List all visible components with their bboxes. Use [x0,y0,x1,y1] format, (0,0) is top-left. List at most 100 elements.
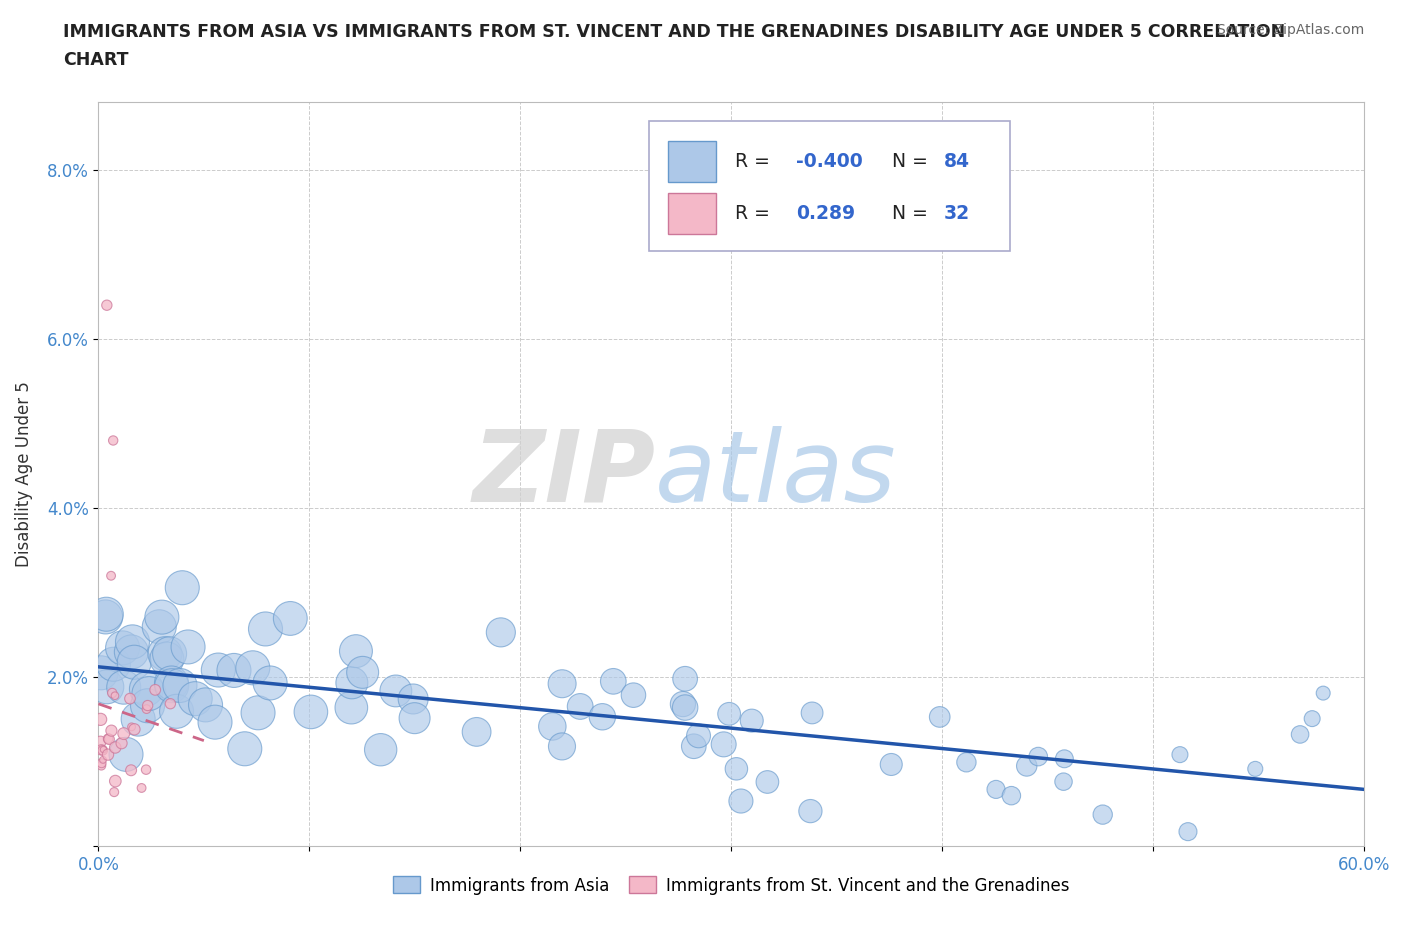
Point [172,580,194,595]
Point [169,678,191,693]
Text: 32: 32 [943,205,970,223]
Point [90,742,112,757]
Point [340,700,363,715]
Point [1053,751,1076,766]
Point [194,698,217,712]
Point [135,682,157,697]
Point [96,680,118,695]
Text: CHART: CHART [63,51,129,69]
Point [713,737,735,751]
Point [254,621,277,636]
Point [100,568,122,583]
Point [122,655,145,670]
Point [118,691,141,706]
Point [682,738,704,753]
FancyBboxPatch shape [668,141,716,182]
Point [135,701,157,716]
Point [955,755,977,770]
Point [725,762,748,777]
Point [673,700,696,715]
Point [204,715,226,730]
Point [98,732,121,747]
Point [120,644,142,659]
Point [741,713,763,728]
Point [90,712,112,727]
Point [90,756,112,771]
Point [103,657,125,671]
Point [110,736,132,751]
Point [166,704,188,719]
Text: -0.400: -0.400 [796,153,862,171]
Point [184,691,207,706]
Text: R =: R = [735,205,776,223]
Point [138,686,160,701]
Point [127,711,149,726]
Point [730,793,752,808]
Point [156,652,179,667]
Point [136,698,159,713]
Point [121,634,143,649]
Text: R =: R = [735,153,776,171]
Point [177,640,200,655]
Point [148,619,170,634]
Point [340,675,363,690]
Point [160,678,183,693]
Y-axis label: Disability Age Under 5: Disability Age Under 5 [15,381,32,567]
Point [143,683,166,698]
Point [259,675,281,690]
Point [97,747,120,762]
Point [90,758,112,773]
Point [159,646,181,661]
Point [984,782,1007,797]
Text: Source: ZipAtlas.com: Source: ZipAtlas.com [1216,23,1364,37]
FancyBboxPatch shape [668,193,716,234]
Text: 0.289: 0.289 [796,205,855,223]
Text: IMMIGRANTS FROM ASIA VS IMMIGRANTS FROM ST. VINCENT AND THE GRENADINES DISABILIT: IMMIGRANTS FROM ASIA VS IMMIGRANTS FROM … [63,23,1285,41]
Point [591,710,613,724]
Point [551,739,574,754]
Point [623,687,645,702]
Point [465,724,488,739]
Point [489,625,512,640]
Point [541,719,564,734]
Point [1168,747,1191,762]
Point [1015,759,1038,774]
Point [97,731,120,746]
Point [672,697,695,711]
Point [91,743,114,758]
Point [602,674,624,689]
Point [101,685,124,700]
Point [1312,685,1334,700]
Text: N =: N = [880,153,935,171]
Point [104,774,127,789]
Point [1244,762,1267,777]
Point [928,710,950,724]
Point [124,722,146,737]
Point [112,726,135,741]
Text: atlas: atlas [655,426,897,523]
Point [247,705,270,720]
Point [344,644,367,658]
Point [370,742,392,757]
Point [688,728,710,743]
Point [402,692,425,707]
Point [90,735,112,750]
Legend: Immigrants from Asia, Immigrants from St. Vincent and the Grenadines: Immigrants from Asia, Immigrants from St… [387,870,1076,901]
Point [801,706,824,721]
Point [1289,727,1312,742]
Point [90,665,112,680]
Point [222,663,245,678]
Point [352,665,374,680]
Point [135,763,157,777]
Point [103,785,125,800]
Text: 84: 84 [943,153,970,171]
Point [96,298,118,312]
Point [120,763,142,777]
Point [96,606,118,621]
Point [233,741,256,756]
Point [121,720,143,735]
Point [673,671,696,686]
Point [112,680,135,695]
Point [278,611,301,626]
Point [1000,789,1022,804]
